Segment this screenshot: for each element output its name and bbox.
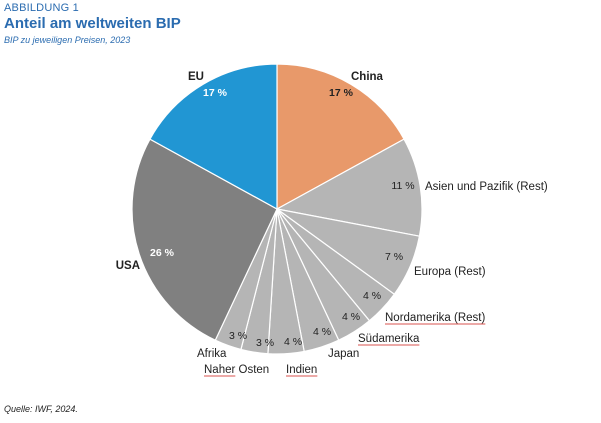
value-label: 3 % [256, 337, 274, 349]
value-label: 4 % [313, 326, 331, 338]
value-label: 17 % [329, 87, 354, 99]
chart-title: Anteil am weltweiten BIP [4, 15, 181, 32]
value-label: 7 % [385, 251, 403, 263]
category-label: Afrika [197, 348, 227, 360]
pie-slice-eu [149, 63, 278, 211]
category-label: Japan [328, 348, 359, 360]
source-note: Quelle: IWF, 2024. [4, 404, 78, 414]
value-label: 26 % [150, 247, 175, 259]
category-label: China [351, 71, 384, 83]
chart-subtitle: BIP zu jeweiligen Preisen, 2023 [4, 35, 131, 45]
category-label: USA [116, 260, 140, 272]
category-label: Indien [286, 364, 317, 376]
category-label: Südamerika [358, 333, 420, 345]
value-label: 4 % [284, 336, 302, 348]
value-label: 4 % [342, 311, 360, 323]
category-label: Naher Osten [204, 364, 269, 376]
value-label: 17 % [203, 87, 228, 99]
figure-label: ABBILDUNG 1 [4, 2, 79, 14]
pie-slice-asien-und-pazifik-rest- [275, 138, 423, 237]
value-label: 4 % [363, 290, 381, 302]
category-label: Asien und Pazifik (Rest) [425, 181, 548, 193]
value-label: 11 % [391, 180, 414, 192]
category-label: Europa (Rest) [414, 266, 486, 278]
category-label: Nordamerika (Rest) [385, 312, 485, 324]
category-label: EU [188, 71, 204, 83]
pie-slice-china [276, 63, 405, 211]
value-label: 3 % [229, 330, 247, 342]
